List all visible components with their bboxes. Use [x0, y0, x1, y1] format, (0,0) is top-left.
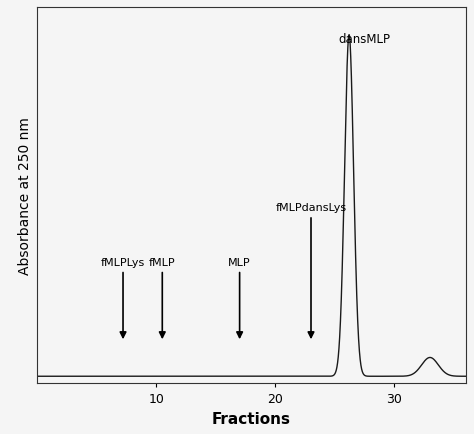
Text: fMLPLys: fMLPLys — [101, 257, 145, 338]
Text: dansMLP: dansMLP — [338, 33, 391, 46]
Y-axis label: Absorbance at 250 nm: Absorbance at 250 nm — [18, 117, 32, 275]
X-axis label: Fractions: Fractions — [212, 411, 291, 426]
Text: MLP: MLP — [228, 257, 251, 338]
Text: fMLP: fMLP — [149, 257, 175, 338]
Text: fMLPdansLys: fMLPdansLys — [275, 203, 346, 338]
